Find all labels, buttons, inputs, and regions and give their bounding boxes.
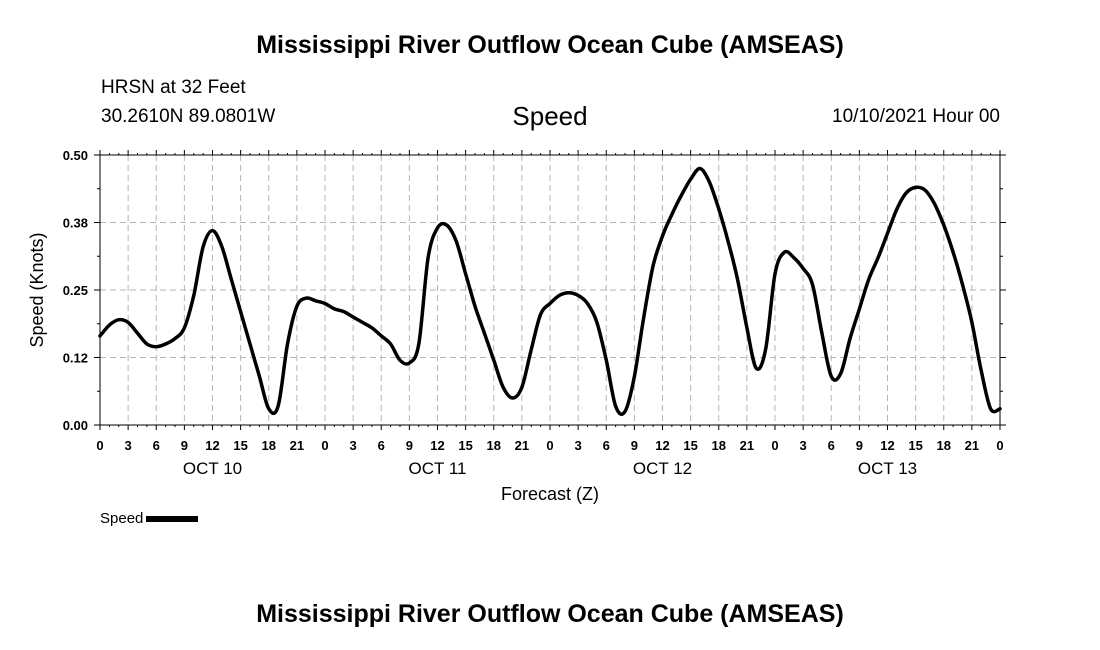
x-tick-label: 12 bbox=[205, 438, 219, 453]
legend: Speed bbox=[100, 510, 199, 527]
x-axis-label: Forecast (Z) bbox=[501, 484, 599, 504]
x-tick-label: 12 bbox=[655, 438, 669, 453]
x-tick-label: 21 bbox=[515, 438, 529, 453]
datetime-label: 10/10/2021 Hour 00 bbox=[832, 106, 1000, 127]
x-tick-label: 3 bbox=[350, 438, 357, 453]
coordinates-label: 30.2610N 89.0801W bbox=[101, 106, 276, 127]
axes: 0.00 0.12 0.25 0.38 0.50 0 3 6 9 12 15 18 21 0 3 6 9 12 15… bbox=[63, 148, 1006, 478]
series-layer bbox=[98, 166, 1002, 416]
station-label: HRSN at 32 Feet bbox=[101, 77, 246, 98]
y-tick-label: 0.38 bbox=[63, 216, 88, 231]
x-tick-label: 9 bbox=[631, 438, 638, 453]
legend-swatch bbox=[146, 515, 199, 522]
y-tick-label: 0.12 bbox=[63, 351, 88, 366]
x-tick-label: 3 bbox=[800, 438, 807, 453]
x-tick-label: 0 bbox=[771, 438, 778, 453]
x-tick-label: 15 bbox=[908, 438, 922, 453]
x-tick-label: 9 bbox=[406, 438, 413, 453]
day-label: OCT 13 bbox=[858, 459, 917, 478]
day-label: OCT 11 bbox=[409, 459, 467, 478]
x-tick-label: 18 bbox=[712, 438, 726, 453]
x-tick-label: 0 bbox=[321, 438, 328, 453]
x-tick-label: 12 bbox=[430, 438, 444, 453]
x-tick-label: 18 bbox=[262, 438, 276, 453]
x-tick-label: 15 bbox=[233, 438, 247, 453]
y-tick-label: 0.50 bbox=[63, 148, 88, 163]
legend-label: Speed bbox=[100, 510, 144, 527]
x-tick-label: 15 bbox=[458, 438, 472, 453]
x-tick-label: 21 bbox=[740, 438, 754, 453]
grid bbox=[100, 155, 1000, 425]
y-tick-label: 0.00 bbox=[63, 418, 88, 433]
x-tick-label: 9 bbox=[856, 438, 863, 453]
x-tick-label: 21 bbox=[290, 438, 304, 453]
chart-subtitle: Speed bbox=[512, 101, 588, 131]
x-tick-label: 12 bbox=[880, 438, 894, 453]
y-axis-label: Speed (Knots) bbox=[27, 232, 47, 347]
x-tick-label: 6 bbox=[603, 438, 610, 453]
x-tick-label: 15 bbox=[683, 438, 697, 453]
series-line-speed bbox=[98, 166, 1002, 416]
x-tick-label: 0 bbox=[996, 438, 1003, 453]
x-tick-label: 3 bbox=[125, 438, 132, 453]
day-label: OCT 10 bbox=[183, 459, 242, 478]
y-tick-label: 0.25 bbox=[63, 283, 88, 298]
x-tick-label: 21 bbox=[965, 438, 979, 453]
x-tick-label: 0 bbox=[546, 438, 553, 453]
x-tick-label: 3 bbox=[575, 438, 582, 453]
x-tick-label: 0 bbox=[96, 438, 103, 453]
x-tick-label: 9 bbox=[181, 438, 188, 453]
x-tick-label: 6 bbox=[378, 438, 385, 453]
day-label: OCT 12 bbox=[633, 459, 692, 478]
chart-title: Mississippi River Outflow Ocean Cube (AM… bbox=[256, 31, 844, 59]
x-tick-label: 18 bbox=[487, 438, 501, 453]
x-tick-label: 18 bbox=[937, 438, 951, 453]
x-tick-label: 6 bbox=[828, 438, 835, 453]
x-tick-label: 6 bbox=[153, 438, 160, 453]
plot-frame bbox=[99, 154, 1001, 426]
footer-title: Mississippi River Outflow Ocean Cube (AM… bbox=[256, 600, 844, 628]
